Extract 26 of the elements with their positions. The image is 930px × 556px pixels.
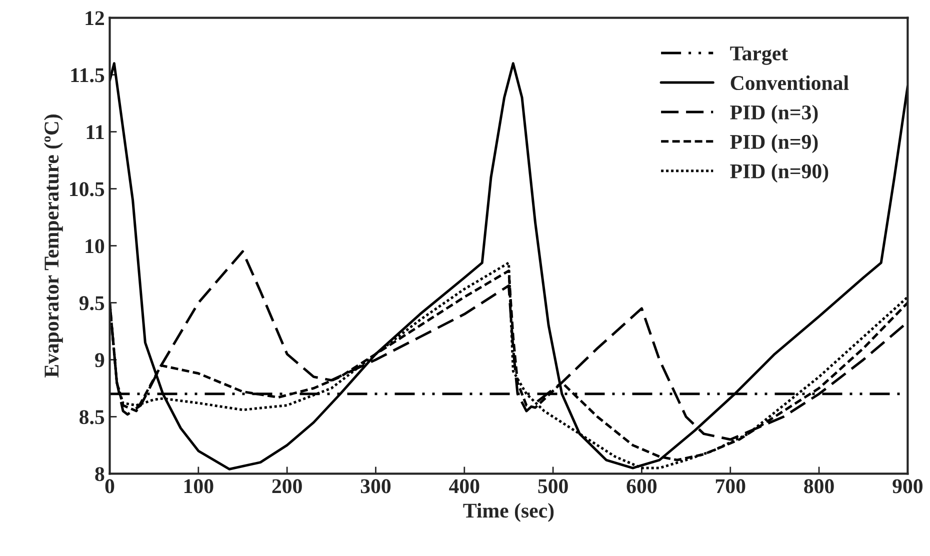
y-tick-label: 9.5 <box>79 296 104 310</box>
x-axis-title: Time (sec) <box>463 503 554 522</box>
y-tick-label: 8.5 <box>80 410 104 424</box>
y-tick-label: 10.5 <box>70 182 104 196</box>
y-tick-label: 11.5 <box>71 68 104 82</box>
y-tick-label: 8 <box>95 467 104 482</box>
y-tick-label: 9 <box>95 353 104 368</box>
x-tick-label: 300 <box>360 479 391 494</box>
legend-label: Target <box>730 46 788 65</box>
x-tick-label: 100 <box>184 479 214 494</box>
y-tick-label: 10 <box>86 239 104 254</box>
y-tick-label: 11 <box>86 125 104 139</box>
x-tick-label: 800 <box>804 479 834 494</box>
y-tick-label: 12 <box>86 11 104 26</box>
x-tick-label: 600 <box>626 479 657 494</box>
legend-label: PID (n=9) <box>730 134 818 154</box>
x-tick-label: 400 <box>449 479 480 494</box>
x-tick-label: 200 <box>272 479 302 494</box>
legend-label: PID (n=90) <box>730 164 828 183</box>
x-tick-label: 700 <box>716 479 746 494</box>
x-tick-label: 500 <box>538 479 568 494</box>
x-tick-label: 0 <box>105 479 114 494</box>
legend-label: Conventional <box>730 75 849 90</box>
y-axis-title: Evaporator Temperature (ºC) <box>44 114 63 378</box>
legend-label: PID (n=3) <box>730 104 818 124</box>
x-tick-label: 900 <box>892 479 923 494</box>
